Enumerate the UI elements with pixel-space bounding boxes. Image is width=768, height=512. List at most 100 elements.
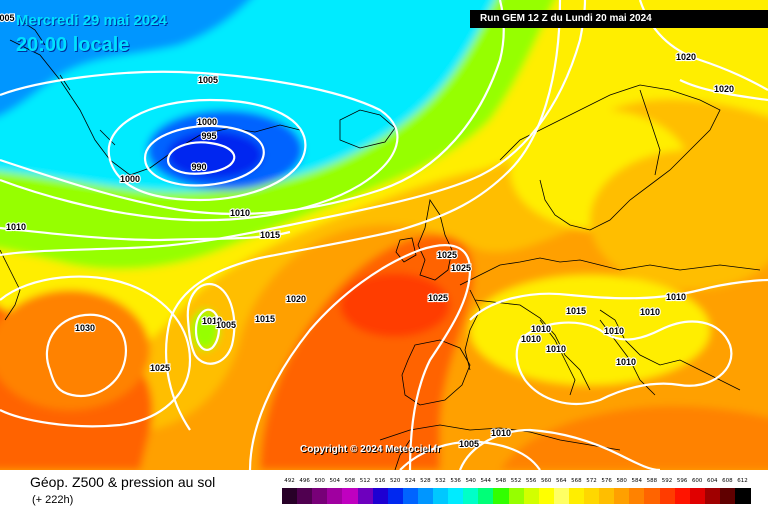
isobar-label: 990 [191,162,206,172]
field-west-orange [0,290,150,410]
coastline-british-isles [395,198,453,281]
isobar-1005 [0,70,399,222]
isobar-1005-africa [399,440,541,470]
legend-value-label: 612 [737,478,748,484]
isobar-1010-north [0,0,505,216]
isobar-label: 1025 [451,263,471,273]
field-band-light-blue [0,0,250,116]
field-central-yellow [470,275,710,385]
isobar-1025-ridge [248,244,472,470]
z500-color-field [0,0,768,470]
model-run-banner: Run GEM 12 Z du Lundi 20 mai 2024 [470,10,768,28]
legend-color-swatch [659,488,676,504]
isobar-label: 1025 [428,293,448,303]
isobar-1010-balkans [515,320,733,405]
legend-value-label: 560 [540,478,552,484]
coastline-continental-europe [459,257,761,396]
isobar-label: 1010 [546,344,566,354]
isobar-1010-small-low [194,308,221,351]
field-southeast-orange [500,405,768,470]
legend-color-swatch [297,488,313,504]
legend-color-swatch [282,488,298,504]
legend-color-swatch [387,488,404,504]
legend-color-swatch [312,488,328,504]
isobar-label: 1005 [216,320,236,330]
isobar-1020-east [679,79,768,102]
legend-color-swatch [538,488,555,504]
legend-value-label: 596 [676,478,688,484]
isobar-label: 005 [0,13,15,23]
isobar-label: 1005 [459,439,479,449]
copyright-notice: Copyright © 2024 Meteociel.fr [300,444,441,455]
isobar-1010-west [0,226,291,242]
legend-color-swatch [402,488,419,504]
legend-color-swatch [357,488,374,504]
legend-value-label: 532 [435,478,446,484]
isobar-995 [143,124,265,187]
isobar-label: 1015 [566,306,586,316]
legend-color-swatch [327,488,343,504]
legend-value-label: 536 [450,478,461,484]
isobars [0,0,768,470]
legend-value-label: 576 [601,478,612,484]
isobar-1020 [164,0,562,431]
legend-value-label: 592 [661,478,673,484]
forecast-date: Mercredi 29 mai 2024 [16,12,167,29]
isobar-label: 1025 [150,363,170,373]
legend-value-label: 588 [646,478,658,484]
coastline-italy-balkans [539,309,741,396]
legend-color-swatch [674,488,691,504]
isobar-label: 1030 [75,323,95,333]
legend-value-label: 500 [314,478,325,484]
legend-value-label: 548 [495,478,507,484]
legend-color-swatch [463,488,479,504]
isobar-value-labels: 005 1005 1000 995 990 1000 1010 1010 101… [0,12,735,450]
product-title: Géop. Z500 & pression au sol [30,474,216,490]
isobar-label: 1020 [676,52,696,62]
coastline-iceland [339,109,396,149]
legend-value-label: 508 [344,478,356,484]
isobar-label: 1010 [616,357,636,367]
legend-value-label: 552 [510,478,522,484]
isobar-1015-east [469,278,768,321]
legend-value-label: 524 [405,478,416,484]
legend-value-label: 600 [691,478,703,484]
coastline-iberia [401,339,471,406]
legend-value-label: 580 [616,478,627,484]
legend-color-swatch [704,488,721,504]
isobar-label: 1010 [531,324,551,334]
legend-value-label: 564 [556,478,567,484]
isobar-label: 1010 [640,307,660,317]
legend-color-swatch [508,488,525,504]
legend-value-label: 504 [329,478,341,484]
isobar-1015 [0,0,587,257]
legend-color-swatch [523,488,540,504]
isobar-label: 1015 [255,314,275,324]
legend-value-label: 608 [722,478,733,484]
isobar-label: 1000 [120,174,140,184]
legend-color-swatch [417,488,434,504]
coastline-north-america [0,249,21,321]
isobar-label: 1010 [230,208,250,218]
isobar-label: 1020 [286,294,306,304]
isobar-label: 1010 [604,326,624,336]
legend-color-swatch [719,488,736,504]
isobar-label: 1010 [521,334,541,344]
coastline-north-africa [379,424,621,470]
isobar-label: 1010 [6,222,26,232]
legend-value-label: 572 [586,478,597,484]
field-ridge-core [340,273,450,337]
isobar-1030 [45,313,128,398]
legend-color-swatch [614,488,630,504]
isobar-label: 1015 [260,230,280,240]
legend-value-label: 492 [284,478,295,484]
isobar-label: 1010 [202,316,222,326]
legend-color-swatch [553,488,570,504]
legend-color-swatch [689,488,706,504]
legend-color-swatch [433,488,449,504]
forecast-lead-time: (+ 222h) [32,494,74,506]
legend-color-swatch [448,488,464,504]
legend-color-swatch [629,488,645,504]
isobar-1025-west [0,275,192,428]
